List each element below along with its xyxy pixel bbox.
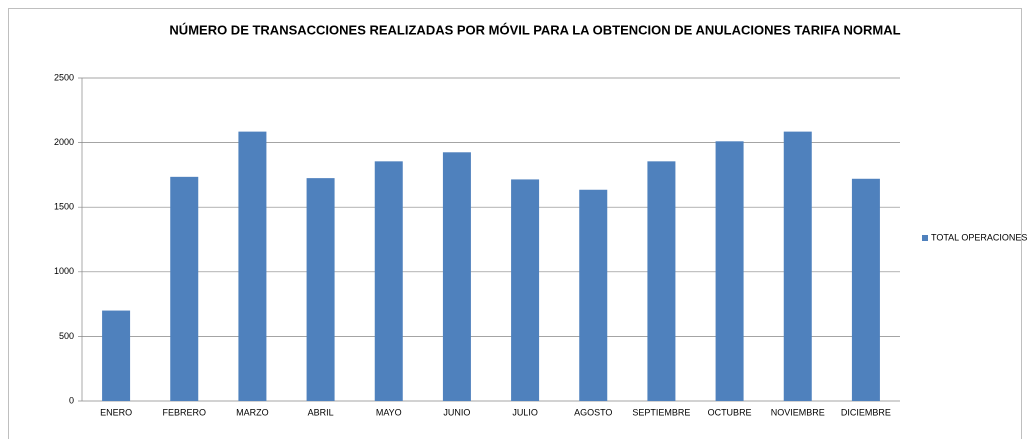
- bar: [238, 131, 267, 402]
- bar: [374, 161, 403, 401]
- chart-title: NÚMERO DE TRANSACCIONES REALIZADAS POR M…: [169, 22, 900, 37]
- y-tick-label: 2500: [54, 72, 74, 82]
- y-tick-label: 2000: [54, 137, 74, 147]
- bar: [715, 141, 744, 402]
- bar: [511, 179, 540, 401]
- bar: [102, 310, 131, 401]
- legend-swatch: [922, 235, 928, 241]
- x-tick-label: JULIO: [512, 407, 538, 417]
- bar: [442, 152, 471, 401]
- bar: [579, 189, 608, 401]
- y-tick-label: 500: [59, 331, 74, 341]
- bar: [783, 131, 812, 402]
- bar: [170, 176, 199, 401]
- x-tick-label: NOVIEMBRE: [771, 407, 825, 417]
- y-tick-label: 1000: [54, 266, 74, 276]
- x-tick-label: JUNIO: [443, 407, 470, 417]
- legend-label: TOTAL OPERACIONES: [931, 232, 1027, 242]
- y-tick-label: 1500: [54, 202, 74, 212]
- x-tick-label: AGOSTO: [574, 407, 612, 417]
- bar: [306, 178, 335, 401]
- x-tick-label: OCTUBRE: [708, 407, 752, 417]
- x-tick-label: MARZO: [236, 407, 269, 417]
- x-tick-label: DICIEMBRE: [841, 407, 891, 417]
- x-tick-label: ENERO: [100, 407, 132, 417]
- y-tick-label: 0: [69, 395, 74, 405]
- x-tick-label: SEPTIEMBRE: [632, 407, 690, 417]
- x-tick-label: FEBRERO: [162, 407, 206, 417]
- x-tick-label: MAYO: [376, 407, 402, 417]
- bar: [647, 161, 676, 401]
- x-tick-label: ABRIL: [308, 407, 334, 417]
- bar: [851, 178, 880, 401]
